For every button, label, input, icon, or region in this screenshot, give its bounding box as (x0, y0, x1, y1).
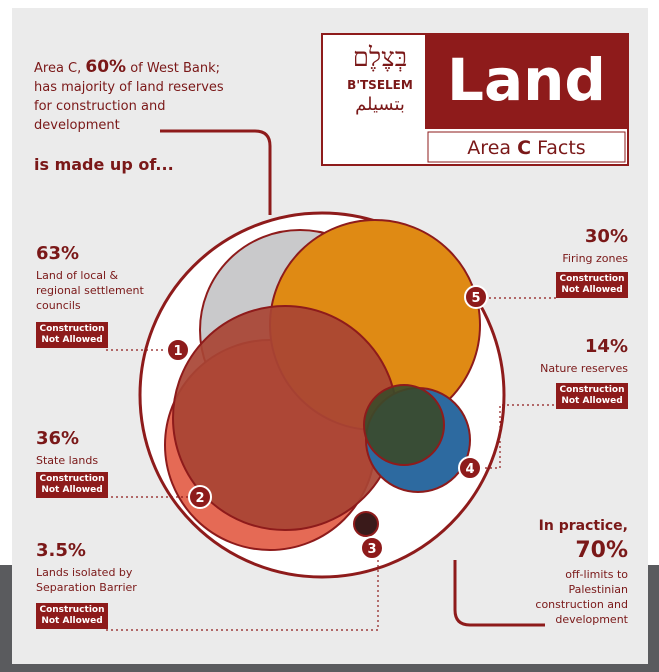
footer-connector (453, 560, 545, 627)
intro-text: of West Bank; has majority of land reser… (34, 61, 224, 133)
subtitle-word: Facts (537, 137, 586, 159)
item-badge: Construction Not Allowed (36, 322, 108, 348)
subtitle: Area C Facts (428, 136, 625, 160)
item-percent: 3.5% (36, 540, 86, 561)
item-percent: 63% (36, 243, 80, 264)
item-percent: 36% (36, 428, 80, 449)
footer-text: off-limits to Palestinian construction a… (535, 568, 628, 626)
item-percent: 30% (584, 226, 628, 247)
intro-lead: is made up of... (34, 155, 174, 174)
title-band (425, 34, 628, 129)
marker-circle (188, 485, 212, 509)
title: Land (447, 46, 606, 114)
intro: Area C, 60% of West Bank; has majority o… (34, 58, 234, 135)
marker-number: 1 (173, 344, 182, 359)
dotted-leaders (106, 297, 556, 631)
item-badge: Construction Not Allowed (36, 472, 108, 498)
marker-number: 3 (367, 542, 376, 557)
intro-connector (160, 129, 272, 215)
item-badge: Construction Not Allowed (36, 603, 108, 629)
logo-hebrew: בְּצֶלֶם (352, 43, 408, 73)
footer-percent: 70% (575, 538, 628, 563)
intro-text: Area C, (34, 61, 86, 76)
subtitle-letter: C (517, 137, 532, 159)
intro-percent: 60% (85, 57, 127, 77)
logo-arabic: بتسيلم (355, 94, 405, 115)
marker-number: 2 (195, 491, 204, 506)
barrier-circle (353, 511, 379, 537)
subtitle-box (427, 131, 626, 163)
subtitle-word: Area (467, 137, 512, 159)
marker-circle (166, 338, 190, 362)
item-label: Firing zones (562, 252, 628, 265)
item-label: Nature reserves (540, 362, 628, 375)
marker-number: 4 (465, 462, 474, 477)
item-label: Lands isolated by Separation Barrier (36, 566, 137, 594)
item-label: State lands (36, 454, 99, 467)
footer-lead: In practice, (538, 518, 628, 534)
marker-circle (458, 456, 482, 480)
nature-overlap (363, 384, 445, 466)
marker-number: 5 (471, 291, 480, 306)
item-badge: Construction Not Allowed (556, 272, 628, 298)
item-badge: Construction Not Allowed (556, 383, 628, 409)
logo-name: B'TSELEM (347, 78, 413, 92)
marker-circle (464, 285, 488, 309)
item-label: Land of local & regional settlement coun… (36, 269, 144, 312)
item-percent: 14% (584, 336, 628, 357)
marker-circle (360, 536, 384, 560)
